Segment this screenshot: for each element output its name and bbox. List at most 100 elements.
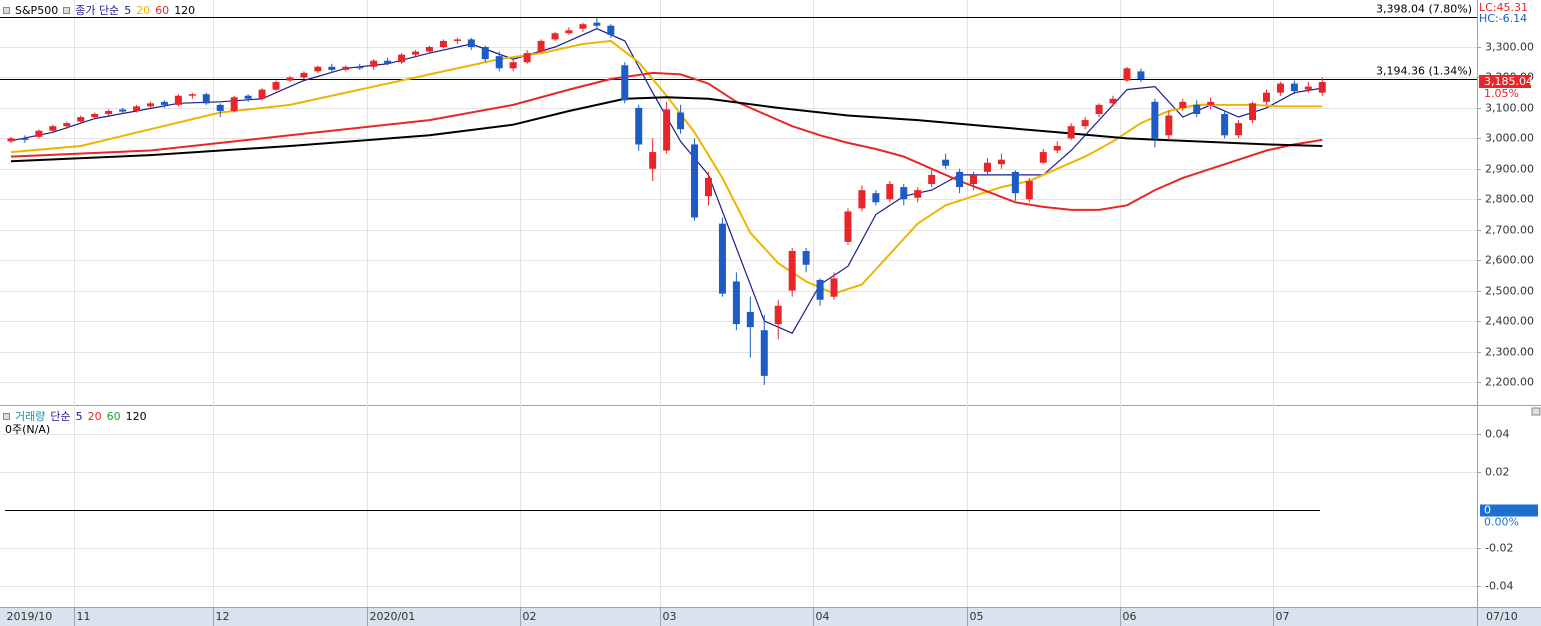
reference-label: 3,398.04 (7.80%) (1376, 3, 1472, 16)
candle-body (663, 109, 671, 151)
candle-body (704, 177, 712, 197)
hc-label: HC:-6.14 (1479, 12, 1527, 25)
legend-entry: 60 (106, 409, 121, 423)
indicator-label: 종가 단순 (75, 4, 120, 17)
legend-entry: 60 (155, 3, 170, 17)
y-tick-label: 2,300.00 (1485, 346, 1534, 359)
candle-body (21, 138, 29, 140)
x-tick-label: 06 (1123, 610, 1137, 623)
candle-body (788, 251, 796, 291)
end-date-label: 07/10 (1486, 610, 1518, 623)
volume-header: 거래량 단순 5 20 60 120 (3, 408, 147, 424)
volume-note: 0주(N/A) (5, 421, 50, 437)
candle-body (1095, 104, 1103, 115)
candle-body (509, 62, 517, 69)
candle-body (1067, 126, 1075, 139)
candle-body (774, 305, 782, 325)
y-tick-label: 2,500.00 (1485, 285, 1534, 298)
candle-body (77, 117, 85, 122)
candle-body (1249, 103, 1257, 121)
candle-body (412, 51, 420, 55)
candle-body (956, 171, 964, 188)
candle-body (230, 97, 238, 111)
candle-body (1290, 83, 1298, 92)
candle-body (328, 66, 336, 70)
x-tick-label: 04 (816, 610, 830, 623)
y-tick-label: 3,100.00 (1485, 102, 1534, 115)
candle-body (1165, 115, 1173, 136)
candle-body (900, 187, 908, 200)
last-price-label: 3,185.04 (1484, 75, 1533, 88)
legend-entry: 5 (75, 409, 83, 423)
panel-button[interactable] (1531, 407, 1541, 416)
candle-body (1318, 82, 1326, 93)
reference-label: 3,194.36 (1.34%) (1376, 65, 1472, 78)
y-tick-label: 3,300.00 (1485, 41, 1534, 54)
chart-title: S&P500 (15, 3, 59, 17)
candle-body (1123, 68, 1131, 81)
candle-body (746, 311, 754, 328)
candle-body (105, 110, 113, 115)
x-tick-label: 2020/01 (370, 610, 416, 623)
candle-body (802, 251, 810, 265)
price-header: S&P500 종가 단순 5 20 60 120 (3, 2, 195, 18)
candle-body (830, 278, 838, 297)
x-tick-label: 07 (1276, 610, 1290, 623)
x-tick-label: 2019/10 (7, 610, 53, 623)
y-tick-label: 2,200.00 (1485, 376, 1534, 389)
candle-body (146, 103, 154, 107)
last-price-change: 1.05% (1484, 87, 1519, 100)
candle-body (467, 39, 475, 48)
icon (3, 412, 10, 420)
y-tick-label: 2,400.00 (1485, 315, 1534, 328)
candle-body (1137, 71, 1145, 79)
candle-body (425, 47, 433, 52)
candle-body (886, 184, 894, 200)
candle-body (579, 24, 587, 29)
candle-body (481, 47, 489, 60)
candle-body (635, 107, 643, 145)
moving-average-line (10, 71, 1323, 211)
legend-entry: 20 (87, 409, 102, 423)
y-tick-label: 2,600.00 (1485, 254, 1534, 267)
candle-body (565, 30, 573, 34)
candle-body (35, 130, 43, 137)
candle-body (1207, 101, 1215, 105)
candle-body (1235, 123, 1243, 136)
candle-body (983, 162, 991, 172)
x-tick-label: 02 (523, 610, 537, 623)
candle-body (1109, 98, 1117, 104)
icon (3, 6, 10, 14)
candle-body (942, 159, 950, 166)
legend-entry: 120 (174, 3, 196, 17)
candle-body (1179, 101, 1187, 108)
y-tick-label: 3,000.00 (1485, 132, 1534, 145)
candle-body (272, 82, 280, 90)
zero-box (1480, 504, 1538, 517)
candle-body (91, 114, 99, 118)
candle-body (970, 174, 978, 185)
x-tick-label: 05 (970, 610, 984, 623)
candle-body (1262, 92, 1270, 102)
candle-body (160, 101, 168, 105)
candle-body (1039, 152, 1047, 163)
last-price-box (1479, 75, 1531, 89)
candle-body (202, 94, 210, 104)
candle-body (649, 152, 657, 169)
candle-body (1025, 180, 1033, 200)
candle-body (593, 22, 601, 26)
candle-body (119, 109, 127, 112)
y-tick-label: 0 (1484, 504, 1491, 517)
x-tick-label: 11 (77, 610, 91, 623)
candle-body (300, 72, 308, 78)
candle-body (1151, 101, 1159, 139)
candle-body (816, 279, 824, 300)
x-tick-label: 03 (663, 610, 677, 623)
candle-body (258, 89, 266, 99)
y-tick-label: -0.04 (1485, 580, 1513, 593)
indicator-label: 단순 (50, 410, 71, 423)
candle-body (914, 190, 922, 198)
candle-body (398, 54, 406, 63)
